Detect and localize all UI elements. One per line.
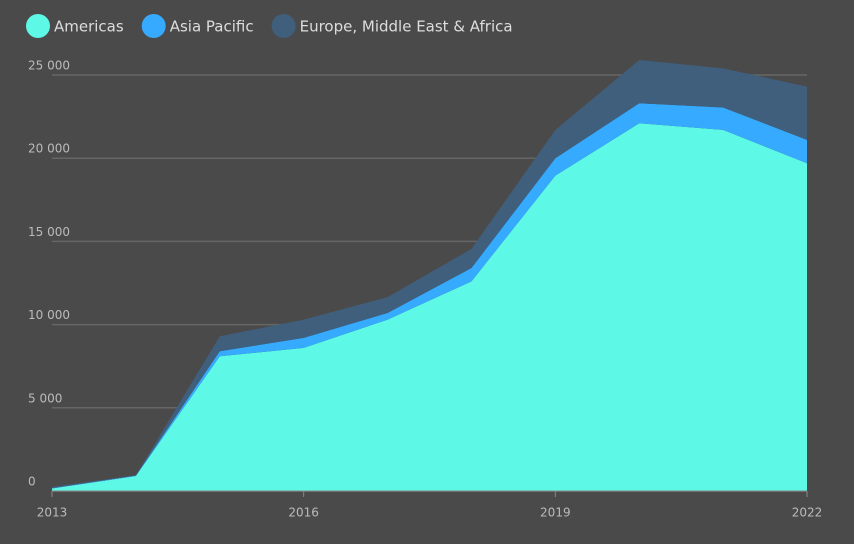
x-tick-label: 2013: [37, 506, 68, 520]
x-tick-label: 2016: [288, 506, 319, 520]
legend-marker: [26, 14, 50, 38]
area: [52, 123, 807, 492]
y-tick-label: 10 000: [28, 308, 70, 322]
y-tick-label: 0: [28, 475, 36, 489]
legend-marker: [271, 14, 296, 38]
area: [52, 103, 807, 489]
legend-label: Asia Pacific: [170, 18, 254, 36]
area: [52, 60, 807, 489]
x-tick-label: 2019: [540, 506, 571, 520]
y-tick-label: 25 000: [28, 59, 70, 73]
legend-label: Europe, Middle East & Africa: [300, 18, 513, 36]
y-tick-label: 5 000: [28, 391, 62, 405]
y-tick-label: 15 000: [28, 225, 70, 239]
y-tick-label: 20 000: [28, 142, 70, 156]
legend-label: Americas: [54, 18, 124, 36]
legend-marker: [141, 14, 166, 38]
x-tick-label: 2022: [792, 506, 823, 520]
